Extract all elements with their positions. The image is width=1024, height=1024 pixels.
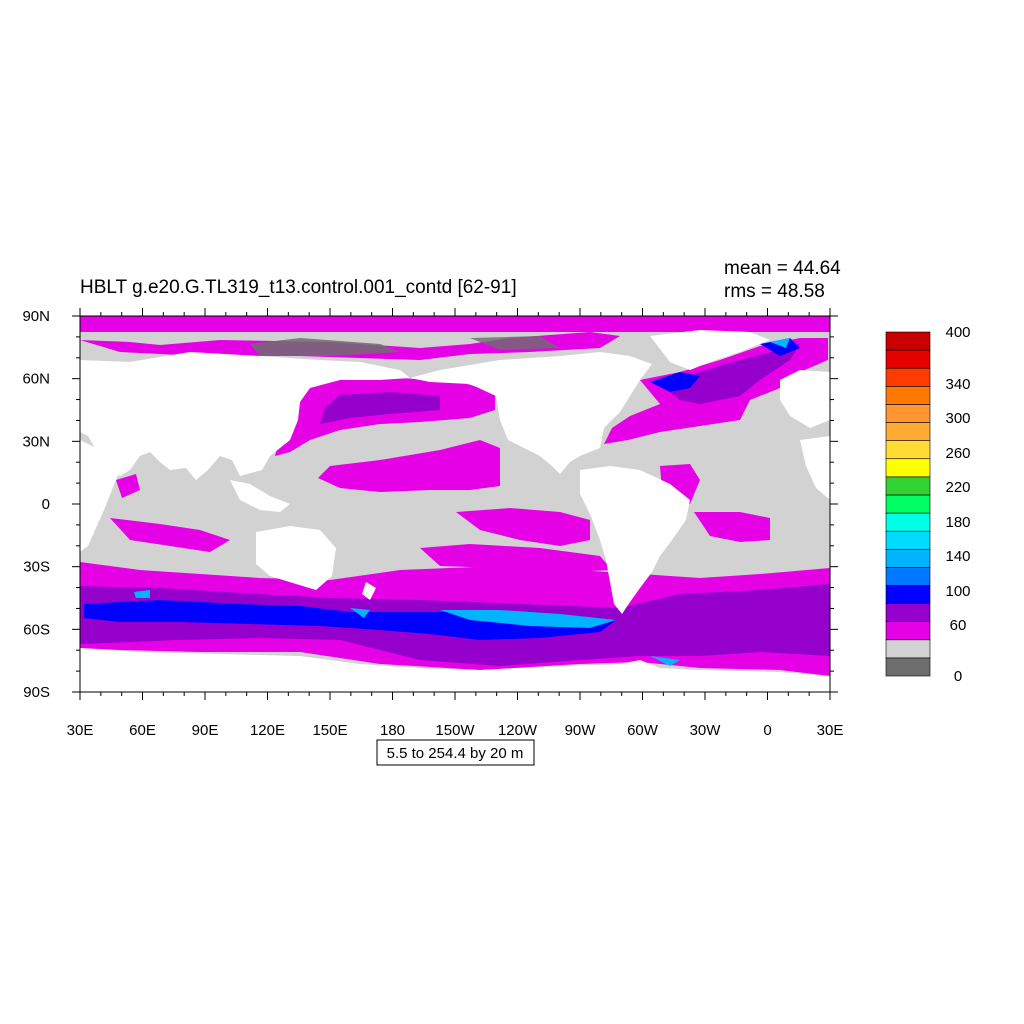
- rms-stat: rms = 48.58: [724, 281, 825, 302]
- greenland-land: [650, 330, 770, 370]
- lon-tick-label: 120W: [498, 722, 538, 739]
- colorbar-swatch: [885, 494, 931, 514]
- lon-tick-label: 90W: [565, 722, 597, 739]
- mean-stat: mean = 44.64: [724, 258, 841, 279]
- southern-ocean-cyan-3: [350, 608, 370, 618]
- subtropical-pacific-magenta: [318, 440, 500, 492]
- colorbar-labels: 0 60 100 140 180 220 260 300 340 400: [945, 324, 970, 685]
- lon-tick-label: 120E: [250, 722, 285, 739]
- australia-land: [256, 526, 336, 590]
- colorbar-swatch: [885, 603, 931, 622]
- lon-tick-label: 30W: [690, 722, 722, 739]
- colorbar-swatch: [885, 331, 931, 351]
- north-america-land: [410, 352, 652, 474]
- nordic-blue: [760, 338, 800, 356]
- latitude-labels: 90N 60N 30N 0 30S 60S 90S: [22, 308, 50, 701]
- africa-land: [80, 440, 120, 552]
- lat-tick-label: 30N: [22, 433, 50, 450]
- longitude-labels: 30E 60E 90E 120E 150E 180 150W 120W 90W 60W 30W 0 30…: [67, 722, 844, 739]
- nordic-cyan: [770, 338, 790, 348]
- south-pacific-magenta-2: [420, 544, 612, 572]
- colorbar-swatch: [885, 458, 931, 478]
- colorbar-swatch: [885, 476, 931, 496]
- range-label: 5.5 to 254.4 by 20 m: [387, 745, 524, 762]
- colorbar: [885, 331, 931, 677]
- colorbar-label: 60: [950, 617, 967, 634]
- axis-ticks: [72, 308, 838, 700]
- map-title: HBLT g.e20.G.TL319_t13.control.001_contd…: [80, 277, 517, 298]
- colorbar-label: 180: [945, 514, 970, 531]
- north-atlantic-purple: [660, 344, 800, 404]
- arctic-shelf-dark: [250, 338, 400, 356]
- antarctica-land: [80, 648, 830, 692]
- new-zealand-land: [362, 582, 376, 600]
- southern-ocean-blue: [84, 600, 616, 640]
- lat-tick-label: 60N: [22, 371, 50, 388]
- lon-tick-label: 60W: [627, 722, 659, 739]
- contour-range-box: 5.5 to 254.4 by 20 m: [376, 739, 535, 766]
- eurasia-land: [80, 352, 410, 480]
- colorbar-swatch: [885, 639, 931, 659]
- colorbar-label: 340: [945, 376, 970, 393]
- lon-tick-label: 90E: [192, 722, 219, 739]
- colorbar-swatch: [885, 422, 931, 441]
- colorbar-swatch: [885, 512, 931, 532]
- colorbar-swatch: [885, 404, 931, 423]
- southern-ocean-cyan: [440, 610, 616, 628]
- lon-tick-label: 30E: [817, 722, 844, 739]
- lat-tick-label: 90S: [23, 684, 50, 701]
- lon-tick-label: 60E: [129, 722, 156, 739]
- lon-tick-label: 150W: [435, 722, 475, 739]
- lon-tick-label: 0: [763, 722, 771, 739]
- europe-land-right: [780, 370, 830, 428]
- south-atlantic-magenta: [694, 512, 770, 542]
- lon-tick-label: 150E: [312, 722, 347, 739]
- colorbar-swatch: [885, 349, 931, 369]
- range-box-frame: [376, 739, 535, 766]
- southern-ocean-cyan-2: [134, 590, 150, 598]
- arabian-sea-magenta: [116, 474, 140, 498]
- map-panel: [72, 308, 838, 700]
- colorbar-label: 220: [945, 479, 970, 496]
- colorbar-swatch: [885, 621, 931, 641]
- colorbar-label: 140: [945, 548, 970, 565]
- arctic-band: [80, 316, 830, 332]
- lat-tick-label: 90N: [22, 308, 50, 325]
- lat-tick-label: 30S: [23, 559, 50, 576]
- south-america-land: [580, 466, 690, 614]
- lon-tick-label: 180: [380, 722, 405, 739]
- colorbar-swatch: [885, 440, 931, 460]
- colorbar-label: 300: [945, 410, 970, 427]
- colorbar-label: 0: [954, 668, 962, 685]
- south-pacific-magenta: [456, 508, 590, 546]
- maritime-asia-land: [230, 480, 290, 512]
- colorbar-label: 400: [945, 324, 970, 341]
- colorbar-swatch: [885, 530, 931, 550]
- lat-tick-label: 60S: [23, 621, 50, 638]
- labrador-blue: [650, 372, 700, 392]
- landmasses: [80, 330, 830, 692]
- colorbar-swatch: [885, 657, 931, 677]
- colorbar-swatch: [885, 567, 931, 586]
- colorbar-swatch: [885, 367, 931, 387]
- arctic-shelf-dark-2: [470, 336, 560, 350]
- south-indian-magenta: [110, 518, 230, 552]
- colorbar-swatch: [885, 548, 931, 568]
- africa-land-right: [800, 436, 830, 500]
- colorbar-swatch: [885, 585, 931, 604]
- lat-tick-label: 0: [42, 496, 50, 513]
- weddell-cyan: [650, 656, 680, 666]
- north-pacific-purple: [320, 392, 440, 424]
- colorbar-swatch: [885, 386, 931, 405]
- lon-tick-label: 30E: [67, 722, 94, 739]
- colorbar-label: 260: [945, 445, 970, 462]
- colorbar-label: 100: [945, 583, 970, 600]
